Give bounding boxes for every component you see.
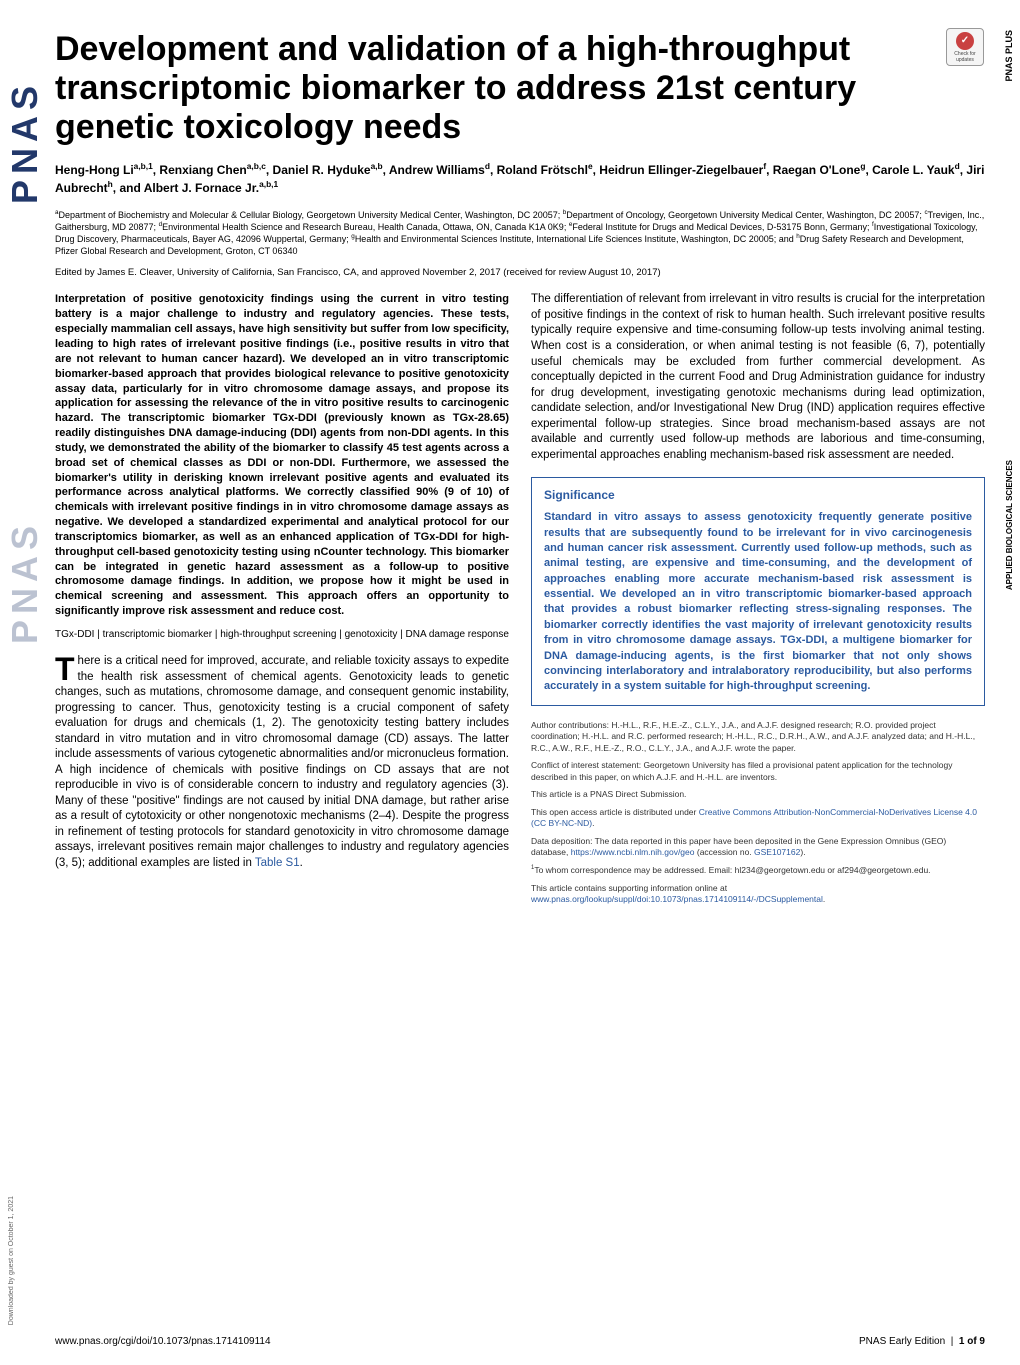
significance-heading: Significance	[544, 488, 972, 502]
abstract: Interpretation of positive genotoxicity …	[55, 292, 509, 619]
affiliations: aDepartment of Biochemistry and Molecula…	[55, 209, 985, 258]
supplemental-link[interactable]: www.pnas.org/lookup/suppl/doi:10.1073/pn…	[531, 894, 823, 904]
pnas-logo: PNAS	[4, 80, 46, 204]
accession-link[interactable]: GSE107162	[754, 847, 800, 857]
footer-doi[interactable]: www.pnas.org/cgi/doi/10.1073/pnas.171410…	[55, 1336, 271, 1347]
significance-box: Significance Standard in vitro assays to…	[531, 477, 985, 706]
direct-submission: This article is a PNAS Direct Submission…	[531, 789, 985, 800]
right-column: The differentiation of relevant from irr…	[531, 292, 985, 911]
download-note: Downloaded by guest on October 1, 2021	[8, 1196, 15, 1325]
sidebar-right: PNAS PLUS APPLIED BIOLOGICAL SCIENCES	[990, 0, 1020, 1365]
meta-block: Author contributions: H.-H.L., R.F., H.E…	[531, 720, 985, 906]
section-badge: APPLIED BIOLOGICAL SCIENCES	[1005, 460, 1014, 590]
dropcap: T	[55, 654, 78, 683]
keywords: TGx-DDI | transcriptomic biomarker | hig…	[55, 629, 509, 640]
data-deposition: Data deposition: The data reported in th…	[531, 836, 985, 859]
intro-right: The differentiation of relevant from irr…	[531, 292, 985, 463]
geo-link[interactable]: https://www.ncbi.nlm.nih.gov/geo	[571, 847, 695, 857]
left-column: Interpretation of positive genotoxicity …	[55, 292, 509, 911]
conflict-statement: Conflict of interest statement: Georgeto…	[531, 760, 985, 783]
body-span: here is a critical need for improved, ac…	[55, 655, 509, 869]
article-content: Development and validation of a high-thr…	[55, 30, 985, 912]
supplemental-line: This article contains supporting informa…	[531, 883, 985, 906]
correspondence: 1To whom correspondence may be addressed…	[531, 864, 985, 876]
table-s1-link[interactable]: Table S1	[255, 857, 300, 869]
edited-by: Edited by James E. Cleaver, University o…	[55, 267, 985, 278]
authors: Heng-Hong Lia,b,1, Renxiang Chena,b,c, D…	[55, 161, 985, 197]
body-text-left: There is a critical need for improved, a…	[55, 654, 509, 871]
license-line: This open access article is distributed …	[531, 807, 985, 830]
page-footer: www.pnas.org/cgi/doi/10.1073/pnas.171410…	[55, 1336, 985, 1347]
author-contributions: Author contributions: H.-H.L., R.F., H.E…	[531, 720, 985, 754]
sidebar-left: PNAS PNAS Downloaded by guest on October…	[0, 0, 40, 1365]
pnas-logo-faded: PNAS	[4, 520, 46, 644]
body-end: .	[300, 857, 303, 869]
footer-page: PNAS Early Edition | 1 of 9	[859, 1336, 985, 1347]
significance-text: Standard in vitro assays to assess genot…	[544, 510, 972, 695]
pnas-plus-badge: PNAS PLUS	[1004, 30, 1014, 82]
two-column-layout: Interpretation of positive genotoxicity …	[55, 292, 985, 911]
article-title: Development and validation of a high-thr…	[55, 30, 985, 147]
